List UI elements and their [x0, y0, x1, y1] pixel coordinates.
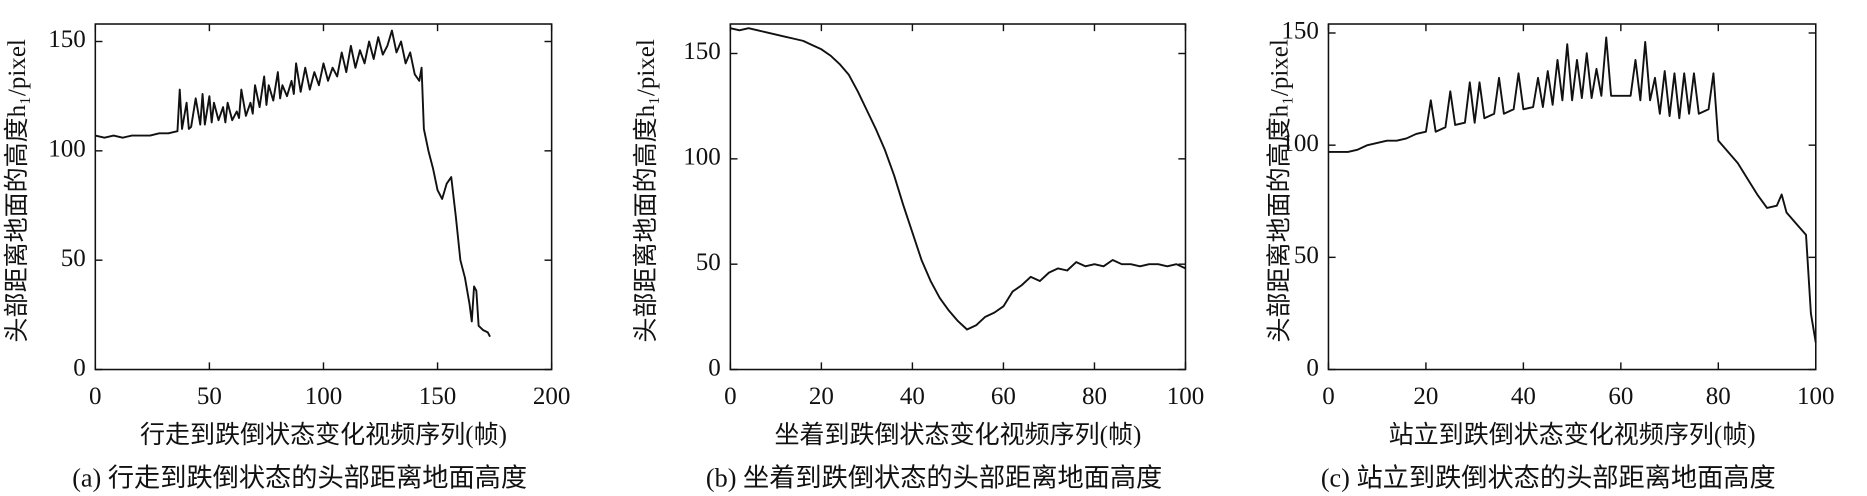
x-tick-label: 150: [419, 383, 457, 410]
axes-box: [1327, 23, 1817, 371]
axes-box: [94, 23, 553, 371]
y-tick-label: 150: [1281, 18, 1319, 45]
data-line: [1328, 36, 1817, 343]
y-tick-label: 150: [683, 38, 721, 65]
caption: (b) 坐着到跌倒状态的头部距离地面高度: [706, 463, 1162, 492]
x-tick-label: 80: [1706, 383, 1731, 410]
x-tick-label: 100: [1797, 383, 1835, 410]
y-tick-label: 150: [48, 26, 86, 53]
x-tick-label: 100: [1167, 383, 1205, 410]
y-tick-label: 50: [61, 245, 86, 272]
caption: (a) 行走到跌倒状态的头部距离地面高度: [72, 463, 527, 492]
y-axis-label: 头部距离地面的高度h₁/pixel: [3, 39, 31, 342]
y-tick-label: 0: [1306, 354, 1319, 381]
x-tick-label: 0: [724, 383, 737, 410]
x-axis-label: 站立到跌倒状态变化视频序列(帧): [1389, 421, 1756, 449]
y-tick-label: 100: [1281, 130, 1319, 157]
x-tick-label: 20: [809, 383, 834, 410]
axes-box: [729, 23, 1187, 371]
panel: 0 50 100 150 0 20 40 60 80 100 站立到跌倒状态变化视频序列(帧) 头部距…: [1266, 18, 1835, 493]
data-line: [95, 29, 491, 338]
x-tick-label: 40: [900, 383, 925, 410]
y-tick-label: 50: [1294, 242, 1319, 269]
x-tick-label: 200: [533, 383, 571, 410]
x-tick-label: 100: [305, 383, 343, 410]
x-tick-label: 0: [1322, 383, 1335, 410]
y-tick-label: 0: [73, 354, 86, 381]
x-tick-label: 20: [1413, 383, 1438, 410]
caption: (c) 站立到跌倒状态的头部距离地面高度: [1321, 463, 1776, 492]
y-axis-label: 头部距离地面的高度h₁/pixel: [632, 39, 660, 342]
y-tick-label: 50: [696, 249, 721, 276]
y-tick-label: 100: [683, 144, 721, 171]
panel: 0 50 100 150 0 50 100 150 200 行走到跌倒状态变化视频序列(帧) 头部距…: [3, 23, 571, 492]
x-tick-label: 0: [89, 383, 102, 410]
x-axis-label: 行走到跌倒状态变化视频序列(帧): [140, 421, 507, 449]
x-tick-label: 60: [991, 383, 1016, 410]
x-tick-label: 40: [1511, 383, 1536, 410]
y-axis-label: 头部距离地面的高度h₁/pixel: [1266, 39, 1294, 342]
x-tick-label: 50: [197, 383, 222, 410]
x-tick-label: 80: [1082, 383, 1107, 410]
y-tick-label: 0: [708, 354, 721, 381]
data-line: [730, 27, 1186, 331]
x-axis-label: 坐着到跌倒状态变化视频序列(帧): [774, 421, 1141, 449]
panel: 0 50 100 150 0 20 40 60 80 100 坐着到跌倒状态变化视频序列(帧) 头部距…: [632, 23, 1205, 492]
y-tick-label: 100: [48, 136, 86, 163]
x-tick-label: 60: [1608, 383, 1633, 410]
